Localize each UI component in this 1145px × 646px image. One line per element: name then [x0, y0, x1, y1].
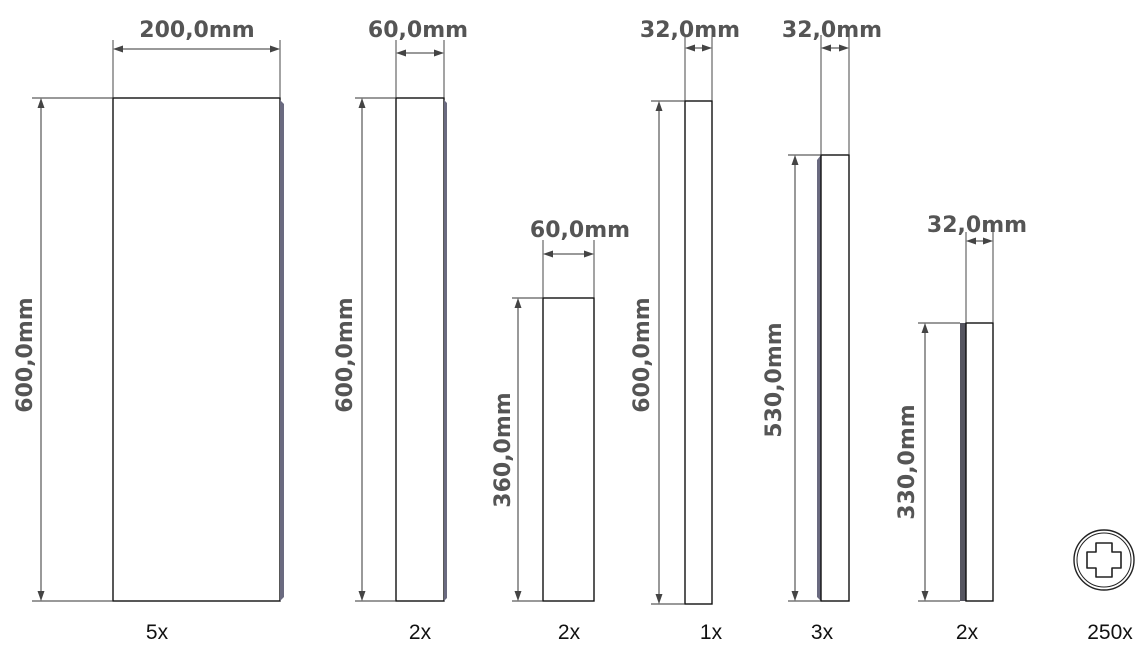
panel-2-height-dimension: 600,0mm [333, 97, 396, 602]
panel-6-edge [960, 323, 966, 601]
panel-4-width-dimension: 32,0mm [640, 18, 740, 101]
panel-6-height-label: 330,0mm [895, 404, 920, 519]
panel-3-width-label: 60,0mm [530, 218, 630, 243]
panel-1: 200,0mm 600,0mm 5x [13, 18, 284, 644]
panel-6-body [965, 322, 994, 602]
panel-3: 60,0mm 360,0mm 2x [491, 218, 630, 644]
panel-5-height-dimension: 530,0mm [762, 154, 821, 602]
panel-3-width-dimension: 60,0mm [530, 218, 630, 298]
panel-3-height-label: 360,0mm [491, 392, 516, 507]
panel-2-width-dimension: 60,0mm [368, 18, 468, 98]
panel-1-edge [280, 100, 284, 601]
panel-6-width-dimension: 32,0mm [927, 213, 1027, 323]
panel-4-body [684, 100, 713, 605]
screw-quantity: 250x [1087, 621, 1133, 644]
panel-2-edge [444, 100, 447, 601]
phillips-screw-icon [1073, 529, 1135, 591]
panel-5-width-label: 32,0mm [782, 18, 882, 43]
panel-4-quantity: 1x [700, 621, 723, 644]
panel-2-width-label: 60,0mm [368, 18, 468, 43]
panel-2-body [395, 97, 445, 602]
panel-1-height-label: 600,0mm [13, 297, 38, 412]
panel-4-height-label: 600,0mm [630, 297, 655, 412]
panel-1-quantity: 5x [146, 621, 169, 644]
panel-2: 60,0mm 600,0mm 2x [333, 18, 468, 644]
panel-1-width-label: 200,0mm [139, 18, 254, 43]
panel-6-height-dimension: 330,0mm [895, 322, 960, 602]
panel-5-edge [817, 155, 821, 601]
panel-1-width-dimension: 200,0mm [112, 18, 281, 98]
panel-4-height-dimension: 600,0mm [630, 100, 685, 605]
panel-6-width-label: 32,0mm [927, 213, 1027, 238]
panel-2-height-label: 600,0mm [333, 297, 358, 412]
panel-4-width-label: 32,0mm [640, 18, 740, 43]
screw: 250x [1073, 529, 1135, 644]
panel-3-height-dimension: 360,0mm [491, 297, 543, 602]
panel-3-quantity: 2x [558, 621, 581, 644]
panel-6-quantity: 2x [956, 621, 979, 644]
panel-5-height-label: 530,0mm [762, 322, 787, 437]
panel-3-body [542, 297, 595, 602]
panel-4: 32,0mm 600,0mm 1x [630, 18, 740, 644]
panel-5-width-dimension: 32,0mm [782, 18, 882, 155]
panel-6: 32,0mm 330,0mm 2x [895, 213, 1027, 644]
panel-2-quantity: 2x [409, 621, 432, 644]
panel-1-body [112, 97, 281, 602]
panel-5-quantity: 3x [811, 621, 834, 644]
panel-5-body [820, 154, 850, 602]
panel-1-height-dimension: 600,0mm [13, 97, 113, 602]
panel-5: 32,0mm 530,0mm 3x [762, 18, 882, 644]
